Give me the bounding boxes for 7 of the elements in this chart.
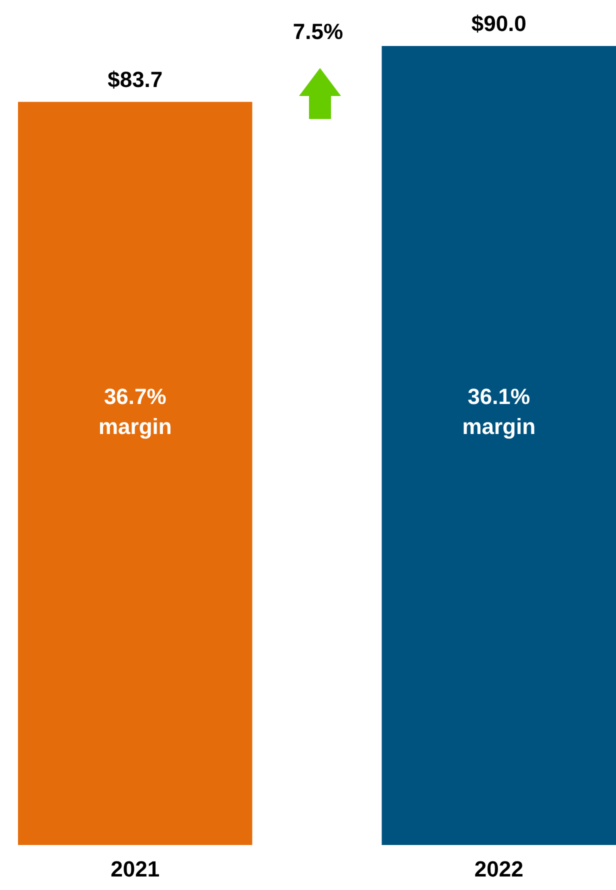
annotation: 36.7% margin [98,384,172,439]
data-label: $90.0 [471,11,526,36]
data-label: $83.7 [108,66,163,92]
text: 7.5% [292,19,344,44]
annotation: 36.1% margin [462,384,536,439]
x-tick-label: 2021 [110,856,160,882]
x-tick-label: 2022 [474,856,524,882]
